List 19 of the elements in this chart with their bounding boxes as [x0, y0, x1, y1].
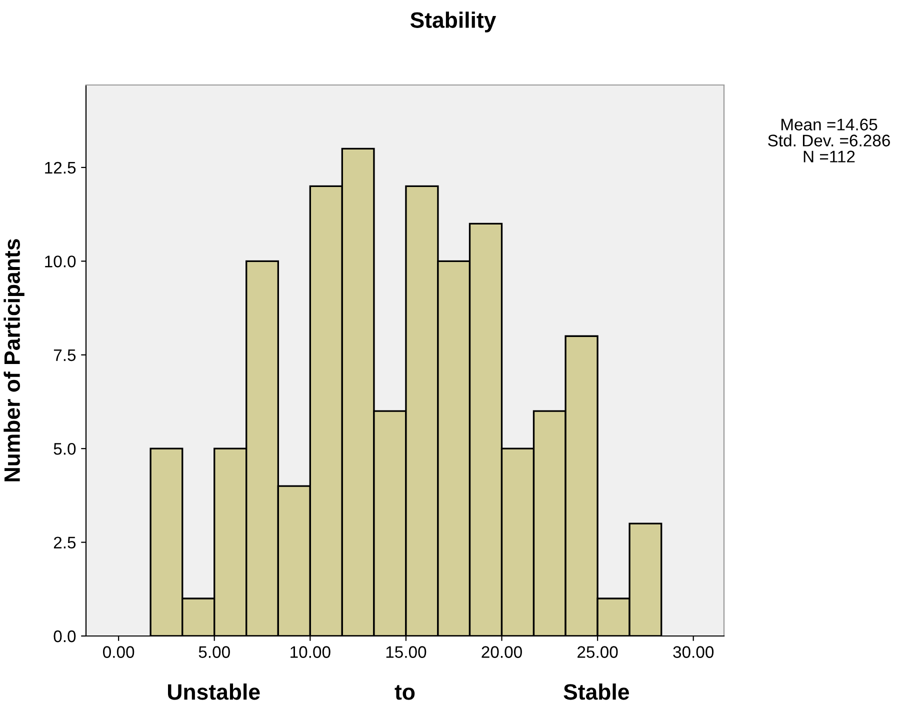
- x-tick-label: 20.00: [482, 646, 522, 658]
- text: N =112: [804, 150, 855, 162]
- x-tick-label: 25.00: [578, 646, 618, 658]
- x-tick-label: 5.00: [198, 646, 230, 658]
- y-tick-label: 10.0: [45, 256, 76, 268]
- x-tick-label: 15.00: [386, 646, 426, 658]
- text: Mean =14.65: [781, 118, 878, 130]
- x-tick-label: 0.00: [103, 646, 134, 658]
- y-tick-label: 7.5: [54, 349, 76, 362]
- text: Unstable to Stable: [168, 683, 629, 700]
- x-tick-label: 10.00: [290, 646, 330, 658]
- x-tick-label: 30.00: [673, 646, 714, 658]
- chart-title: Stability: [410, 12, 496, 32]
- text: Std. Dev. =6.286: [768, 134, 890, 146]
- y-tick-label: 2.5: [54, 536, 76, 548]
- y-tick-label: 12.5: [45, 162, 76, 174]
- y-axis-title: Number of Participants: [4, 239, 24, 482]
- y-tick-label: 0.0: [54, 630, 76, 642]
- y-tick-label: 5.0: [54, 442, 76, 455]
